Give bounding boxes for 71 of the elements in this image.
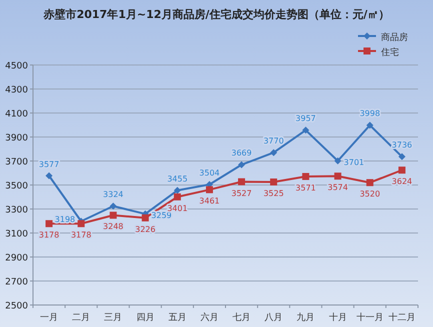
point — [398, 153, 406, 160]
x-tick-label: 三月 — [104, 313, 122, 323]
x-tick-label: 七月 — [232, 312, 251, 323]
point — [46, 220, 53, 228]
point — [238, 161, 246, 168]
point — [142, 214, 149, 222]
point — [206, 186, 213, 194]
point — [270, 178, 278, 186]
data-label: 3527 — [231, 188, 252, 198]
data-label: 3178 — [70, 230, 92, 240]
x-tick-label: 一月 — [40, 313, 58, 323]
data-label: 3259 — [151, 210, 172, 220]
point — [110, 202, 117, 210]
data-label: 3571 — [296, 183, 316, 192]
y-tick-label: 2700 — [5, 278, 28, 288]
point — [334, 172, 342, 180]
data-label: 3770 — [263, 136, 284, 146]
data-label: 3574 — [328, 183, 348, 192]
point — [110, 212, 117, 219]
data-label: 3736 — [392, 140, 412, 150]
y-tick-label: 3500 — [5, 182, 28, 192]
data-label: 3198 — [54, 215, 76, 224]
x-tick-label: 四月 — [136, 313, 154, 323]
chart-title: 赤壁市2017年1月~12月商品房/住宅成交均价走势图（单位：元/㎡） — [42, 8, 390, 21]
x-tick-label: 十二月 — [388, 312, 416, 323]
x-tick-label: 十一月 — [356, 312, 384, 323]
point — [270, 149, 278, 156]
point — [174, 193, 181, 200]
data-label: 3178 — [38, 230, 60, 240]
data-label: 3525 — [263, 189, 284, 198]
x-tick-label: 八月 — [264, 312, 283, 323]
data-label: 3998 — [360, 109, 380, 118]
x-tick-label: 十月 — [328, 312, 347, 323]
data-label: 3324 — [103, 190, 124, 200]
data-label: 3701 — [344, 158, 364, 167]
x-tick-label: 九月 — [296, 312, 315, 323]
point — [302, 172, 310, 180]
data-label: 3455 — [167, 174, 188, 184]
point — [366, 179, 374, 186]
data-label: 3461 — [199, 196, 220, 206]
point — [398, 166, 406, 174]
data-label: 3669 — [231, 148, 252, 158]
data-label: 3504 — [199, 168, 220, 178]
x-tick-label: 六月 — [200, 312, 218, 323]
y-tick-label: 3100 — [5, 230, 28, 240]
point — [174, 186, 181, 194]
y-tick-label: 3700 — [5, 158, 28, 168]
data-label: 3248 — [103, 222, 124, 232]
data-label: 3226 — [135, 224, 156, 234]
y-tick-label: 3300 — [5, 206, 28, 216]
point — [238, 178, 246, 186]
data-label: 3957 — [296, 114, 316, 124]
point — [46, 172, 53, 180]
y-tick-label: 4100 — [5, 110, 28, 120]
y-tick-label: 4300 — [5, 86, 28, 96]
x-tick-label: 二月 — [72, 313, 90, 323]
data-label: 3520 — [360, 190, 380, 199]
data-label: 3624 — [392, 177, 412, 186]
y-tick-label: 2500 — [5, 302, 28, 312]
legend-label: 商品房 — [381, 32, 408, 43]
legend-label: 住宅 — [381, 47, 399, 58]
y-tick-label: 3900 — [5, 134, 28, 144]
point — [302, 126, 310, 134]
y-tick-label: 2900 — [5, 254, 28, 264]
data-label: 3577 — [38, 160, 60, 169]
point — [366, 122, 374, 129]
point — [78, 220, 85, 228]
y-tick-label: 4500 — [5, 62, 28, 72]
data-label: 3401 — [167, 204, 188, 213]
point — [334, 157, 342, 164]
x-tick-label: 五月 — [168, 313, 186, 323]
